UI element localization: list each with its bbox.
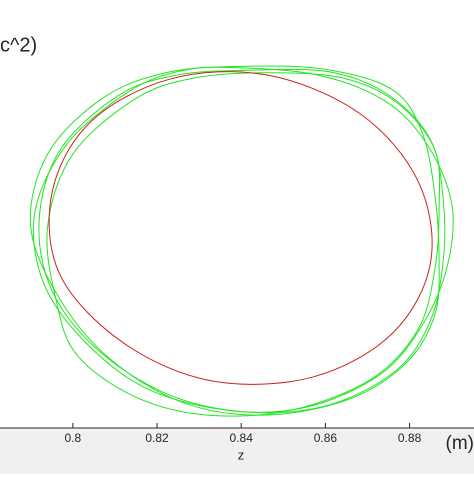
x-tick-label: 0.84 [230, 431, 254, 445]
x-axis-unit: (m) [446, 433, 474, 454]
series-line [29, 65, 440, 416]
x-axis-label: z [238, 447, 245, 462]
series-line [46, 72, 441, 417]
x-tick-label: 0.82 [145, 431, 169, 445]
x-tick-label: 0.8 [64, 431, 81, 445]
x-tick-label: 0.86 [314, 431, 338, 445]
x-tick-label: 0.88 [398, 431, 422, 445]
series-line [32, 66, 454, 413]
y-axis-label: c^2) [0, 34, 37, 56]
series-line [48, 71, 433, 385]
